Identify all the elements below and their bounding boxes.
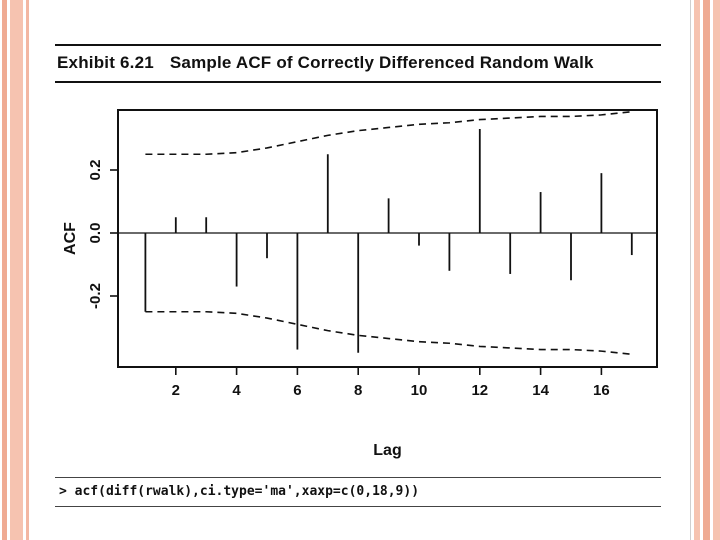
x-tick-label: 6: [293, 382, 301, 399]
decorative-stripe-right-2: [703, 0, 710, 540]
slide-content: Exhibit 6.21 Sample ACF of Correctly Dif…: [34, 0, 688, 540]
decorative-stripe-left-1: [2, 0, 7, 540]
slide-edge-line: [690, 0, 691, 540]
x-tick-label: 2: [172, 382, 180, 399]
code-rule-top: [55, 477, 661, 478]
y-tick-label: 0.0: [87, 223, 104, 244]
code-rule-bottom: [55, 506, 661, 507]
x-tick-label: 14: [532, 382, 549, 399]
r-console-block: > acf(diff(rwalk),ci.type='ma',xaxp=c(0,…: [55, 477, 661, 507]
x-tick-label: 10: [411, 382, 428, 399]
exhibit-title-line: Exhibit 6.21 Sample ACF of Correctly Dif…: [55, 46, 661, 81]
plot-border: [117, 109, 658, 368]
r-command: > acf(diff(rwalk),ci.type='ma',xaxp=c(0,…: [59, 484, 420, 499]
acf-chart: 2 4 6 8 10 12 14 16 0.2 0.0 -0.2 ACF Lag: [55, 95, 667, 475]
decorative-stripe-left-2: [10, 0, 23, 540]
y-tick-label: 0.2: [87, 160, 104, 181]
decorative-stripe-right-1: [694, 0, 700, 540]
decorative-stripe-right-3: [713, 0, 720, 540]
conf-band-lower: [145, 310, 632, 356]
y-tick-label: -0.2: [87, 283, 104, 309]
conf-band-upper: [145, 110, 632, 156]
exhibit-label: Exhibit 6.21: [57, 53, 154, 72]
x-tick-label: 12: [471, 382, 488, 399]
acf-plot-svg: 2 4 6 8 10 12 14 16 0.2 0.0 -0.2 ACF Lag: [62, 109, 658, 459]
x-tick-label: 16: [593, 382, 610, 399]
exhibit-header: Exhibit 6.21 Sample ACF of Correctly Dif…: [55, 44, 661, 83]
x-tick-label: 4: [232, 382, 241, 399]
x-tick-label: 8: [354, 382, 362, 399]
y-axis-label: ACF: [62, 222, 79, 255]
x-axis-label: Lag: [373, 442, 401, 459]
header-rule-bottom: [55, 81, 661, 83]
header-rule-top: [55, 44, 661, 46]
decorative-stripe-left-3: [26, 0, 29, 540]
exhibit-title: Sample ACF of Correctly Differenced Rand…: [169, 53, 594, 72]
